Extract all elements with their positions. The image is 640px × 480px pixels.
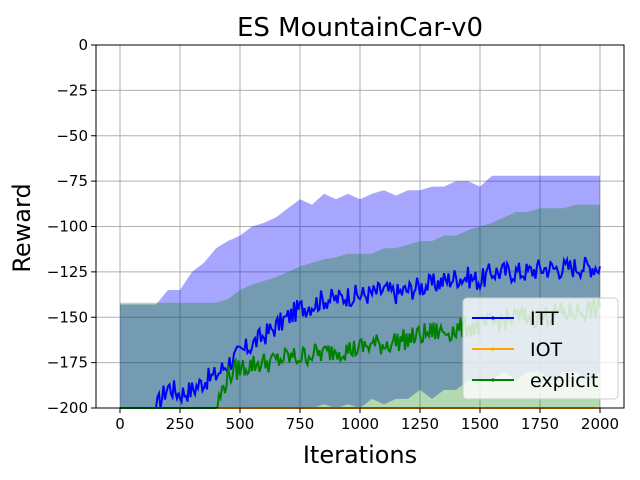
line-itt	[120, 255, 601, 409]
y-tick-label: −125	[47, 263, 88, 281]
x-axis-label: Iterations	[303, 441, 417, 469]
y-tick-label: −150	[47, 308, 88, 326]
y-tick-label: −75	[56, 172, 88, 190]
y-tick-label: −50	[56, 127, 88, 145]
x-tick-label: 1500	[461, 415, 499, 433]
x-tick-label: 1250	[401, 415, 439, 433]
chart-title: ES MountainCar-v0	[237, 13, 483, 43]
y-tick-label: −25	[56, 81, 88, 99]
legend-marker-iot	[491, 347, 495, 351]
y-axis-label: Reward	[8, 183, 36, 272]
y-tick-label: −100	[47, 218, 88, 236]
x-tick-label: 1000	[341, 415, 379, 433]
x-tick-label: 0	[115, 415, 125, 433]
legend-label-itt: ITT	[530, 308, 559, 330]
legend-marker-itt	[491, 316, 495, 320]
x-tick-label: 250	[166, 415, 195, 433]
legend-box	[462, 297, 619, 400]
y-tick-label: 0	[78, 36, 88, 54]
legend-label-iot: IOT	[530, 339, 563, 361]
y-tick-label: −200	[47, 399, 88, 417]
x-tick-label: 1750	[521, 415, 559, 433]
legend-marker-explicit	[491, 378, 495, 382]
y-tick-label: −175	[47, 354, 88, 372]
y-axis-ticks: 0 −25 −50 −75 −100 −125 −150 −175 −200	[47, 36, 96, 417]
x-axis-ticks: 0 250 500 750 1000 1250 1500 1750 2000	[115, 408, 619, 433]
legend: ITT IOT explicit	[462, 297, 619, 400]
x-tick-label: 750	[286, 415, 315, 433]
legend-label-explicit: explicit	[530, 370, 598, 392]
x-tick-label: 500	[226, 415, 255, 433]
x-tick-label: 2000	[581, 415, 619, 433]
